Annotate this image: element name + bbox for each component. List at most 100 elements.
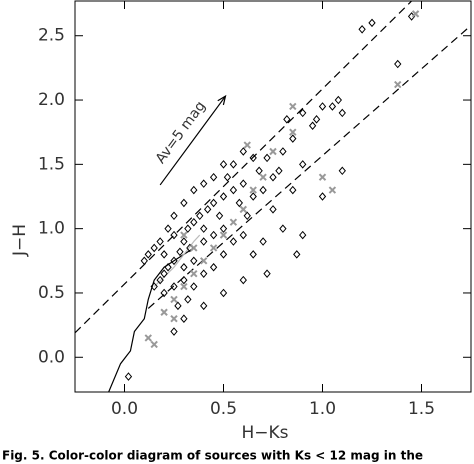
diamond-point: [180, 237, 188, 246]
cross-stroke: [259, 173, 267, 181]
curve: [147, 24, 471, 309]
diamond-point: [239, 179, 247, 188]
diamond-point: [255, 166, 263, 176]
cross-stroke: [170, 314, 178, 323]
y-tick-label: 1.0: [38, 219, 65, 239]
diamond-point: [283, 115, 291, 124]
diamond-point: [289, 185, 297, 195]
cross-stroke: [190, 244, 198, 252]
diamond-point: [328, 102, 337, 111]
cross-point: [170, 314, 178, 323]
diamond-point: [170, 256, 178, 266]
cross-stroke: [229, 218, 238, 226]
diamond-point: [318, 192, 327, 201]
diamond-point: [160, 250, 168, 259]
diamond-point: [239, 230, 247, 240]
cross-stroke: [249, 186, 257, 194]
cross-point: [269, 147, 277, 156]
diamond-point: [338, 108, 346, 118]
diamond-point: [144, 250, 152, 259]
diamond-point: [190, 185, 198, 195]
diamond-point: [338, 166, 346, 176]
diamond-point: [170, 230, 178, 240]
cross-stroke: [144, 334, 152, 342]
diamond-point: [269, 205, 277, 214]
diamond-point: [200, 237, 208, 246]
cross-point: [239, 205, 248, 214]
diamond-point: [180, 198, 188, 208]
diamond-point: [170, 327, 178, 336]
diamond-point: [150, 243, 158, 253]
x-tick-label: 0.5: [210, 399, 237, 419]
cross-point: [160, 308, 168, 316]
cross-point: [170, 295, 178, 304]
cross-point: [289, 102, 297, 111]
diamond-point: [200, 269, 208, 278]
cross-stroke: [160, 308, 168, 316]
cross-point: [249, 186, 257, 194]
diamond-point: [243, 211, 251, 221]
cross-point: [318, 173, 327, 181]
diamond-point: [312, 115, 321, 124]
cross-stroke: [180, 282, 188, 291]
cross-point: [411, 10, 420, 18]
diamond-point: [160, 269, 168, 278]
diamond-point: [249, 153, 257, 163]
diamond-point: [318, 102, 327, 111]
diamond-point: [156, 275, 164, 285]
diamond-point: [209, 230, 218, 240]
cross-stroke: [269, 147, 277, 156]
y-tick-label: 2.5: [38, 26, 65, 46]
diamond-point: [259, 185, 267, 195]
cross-stroke: [180, 231, 188, 239]
cross-point: [190, 269, 198, 278]
diamond-point: [176, 247, 184, 257]
diamond-point: [239, 275, 247, 285]
diamond-point: [219, 224, 228, 233]
diamond-point: [200, 301, 208, 311]
diamond-point: [156, 237, 164, 246]
diamond-point: [204, 205, 212, 214]
diamond-point: [219, 160, 228, 169]
y-tick-label: 0.0: [38, 347, 65, 367]
diamond-point: [180, 314, 188, 323]
arrow-head: [217, 94, 227, 106]
diamond-point: [239, 147, 247, 156]
cross-stroke: [209, 244, 218, 252]
diamond-point: [209, 198, 218, 208]
diamond-point: [150, 282, 158, 291]
diamond-point: [334, 95, 342, 105]
cross-stroke: [318, 173, 327, 181]
diamond-point: [184, 224, 192, 233]
diamond-point: [229, 185, 238, 195]
diamond-point: [140, 256, 148, 266]
diamond-point: [289, 134, 297, 143]
diamond-point: [219, 250, 228, 259]
x-axis-label: H−Ks: [241, 423, 288, 443]
cross-stroke: [199, 257, 208, 265]
y-tick-label: 1.5: [38, 154, 65, 174]
cross-stroke: [219, 231, 228, 239]
diamond-point: [368, 18, 376, 28]
x-tick-label: 0.0: [111, 399, 138, 419]
diamond-point: [160, 288, 168, 298]
diamond-point: [249, 192, 257, 201]
diamond-point: [358, 25, 366, 34]
cross-point: [144, 334, 152, 342]
diamond-point: [164, 262, 172, 272]
diamond-point: [308, 121, 317, 131]
diamond-point: [219, 288, 228, 298]
diamond-point: [259, 237, 267, 246]
diamond-point: [299, 160, 307, 169]
diamond-point: [279, 147, 287, 156]
cross-stroke: [170, 295, 178, 304]
cross-point: [180, 282, 188, 291]
y-tick-label: 0.5: [38, 283, 65, 303]
cross-point: [219, 231, 228, 239]
cross-stroke: [239, 205, 248, 214]
cross-stroke: [243, 141, 251, 149]
x-tick-label: 1.5: [408, 399, 435, 419]
cross-point: [394, 80, 402, 89]
cross-point: [229, 218, 238, 226]
